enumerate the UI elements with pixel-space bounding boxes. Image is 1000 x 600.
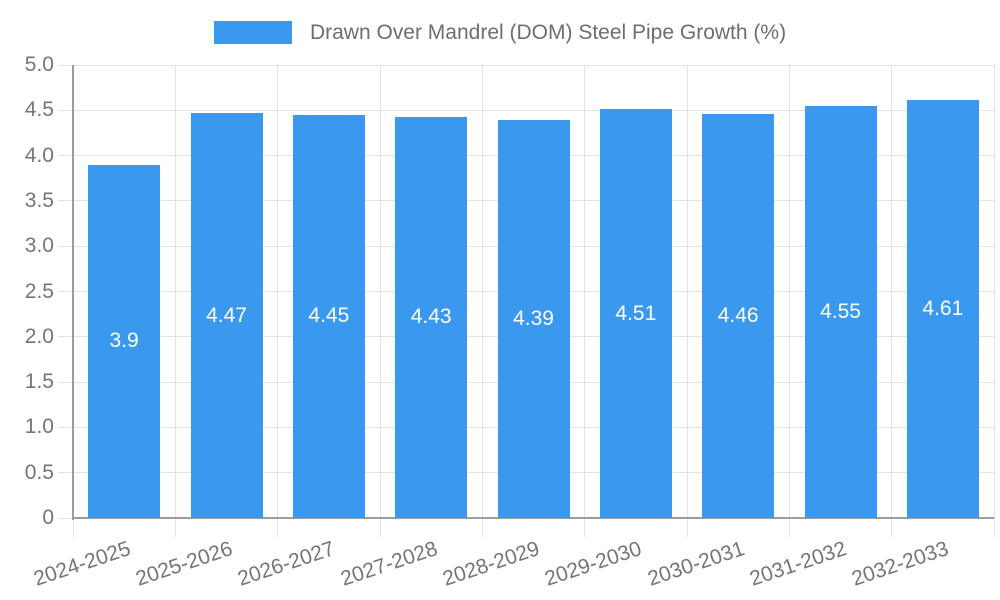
y-tick-label: 4.5 (24, 98, 54, 122)
bar[interactable]: 4.43 (395, 116, 468, 518)
bar[interactable]: 4.45 (292, 114, 365, 518)
x-gridline (277, 65, 279, 518)
y-gridline (73, 64, 994, 66)
bar[interactable]: 4.46 (702, 113, 775, 518)
x-tick-label: 2027-2028 (337, 537, 441, 591)
bar-value-label: 4.61 (922, 297, 964, 321)
x-tick-mark (277, 518, 279, 537)
y-tick-mark (58, 64, 73, 66)
x-gridline (379, 65, 381, 518)
y-tick-label: 2.5 (24, 279, 54, 303)
bar[interactable]: 4.39 (497, 120, 570, 518)
x-tick-mark (891, 518, 893, 537)
x-tick-mark (584, 518, 586, 537)
x-axis-line (72, 517, 994, 519)
y-tick-mark (58, 245, 73, 247)
legend-label: Drawn Over Mandrel (DOM) Steel Pipe Grow… (309, 21, 787, 44)
bar[interactable]: 3.9 (88, 164, 161, 518)
x-gridline (584, 65, 586, 518)
x-tick-label: 2029-2030 (542, 537, 645, 591)
x-gridline (481, 65, 483, 518)
bar-value-label: 4.47 (206, 303, 247, 327)
y-tick-mark (58, 472, 73, 474)
bar-value-label: 4.39 (513, 307, 554, 331)
y-tick-label: 3.0 (24, 234, 54, 258)
y-tick-mark (58, 381, 73, 383)
bar[interactable]: 4.51 (599, 109, 672, 518)
y-gridline (73, 109, 994, 111)
x-gridline (686, 65, 688, 518)
bar-value-label: 4.55 (820, 299, 861, 323)
y-tick-mark (58, 336, 73, 338)
bar-value-label: 4.43 (410, 305, 452, 329)
y-tick-label: 0.5 (24, 460, 54, 484)
x-tick-label: 2032-2033 (849, 537, 952, 591)
y-tick-label: 5.0 (24, 53, 54, 76)
x-tick-mark (481, 518, 483, 537)
x-tick-label: 2031-2032 (746, 537, 850, 591)
y-tick-label: 3.5 (24, 188, 54, 212)
bar-value-label: 4.51 (615, 301, 657, 325)
x-tick-label: 2026-2027 (235, 537, 338, 591)
x-tick-label: 2024-2025 (30, 537, 134, 591)
legend-swatch (213, 21, 292, 44)
x-gridline (993, 65, 995, 518)
y-tick-label: 4.0 (24, 143, 54, 167)
bar[interactable]: 4.55 (804, 105, 877, 518)
x-tick-label: 2025-2026 (132, 537, 236, 591)
x-tick-mark (993, 518, 995, 537)
y-tick-label: 1.5 (24, 370, 54, 394)
bar-value-label: 3.9 (109, 329, 139, 353)
y-tick-mark (58, 155, 73, 157)
x-gridline (174, 65, 176, 518)
x-gridline (788, 65, 790, 518)
x-tick-mark (379, 518, 381, 537)
y-tick-label: 1.0 (24, 415, 54, 439)
y-tick-mark (58, 291, 73, 292)
y-tick-mark (58, 200, 73, 202)
x-tick-mark (788, 518, 790, 537)
x-tick-mark (174, 518, 176, 537)
x-tick-label: 2028-2029 (439, 537, 543, 591)
bar-value-label: 4.46 (717, 303, 759, 327)
y-axis-line (72, 65, 74, 520)
x-tick-mark (686, 518, 688, 537)
x-gridline (891, 65, 893, 518)
bar[interactable]: 4.47 (190, 113, 263, 518)
x-tick-label: 2030-2031 (644, 537, 748, 591)
x-tick-mark (72, 518, 74, 537)
y-tick-label: 2.0 (24, 324, 54, 348)
legend-item[interactable]: Drawn Over Mandrel (DOM) Steel Pipe Grow… (0, 20, 1000, 45)
bar[interactable]: 4.61 (906, 100, 979, 518)
y-tick-mark (58, 109, 73, 111)
bar-value-label: 4.45 (308, 304, 350, 328)
y-tick-label: 0 (42, 506, 54, 529)
y-tick-mark (58, 517, 73, 519)
y-tick-mark (58, 426, 73, 428)
